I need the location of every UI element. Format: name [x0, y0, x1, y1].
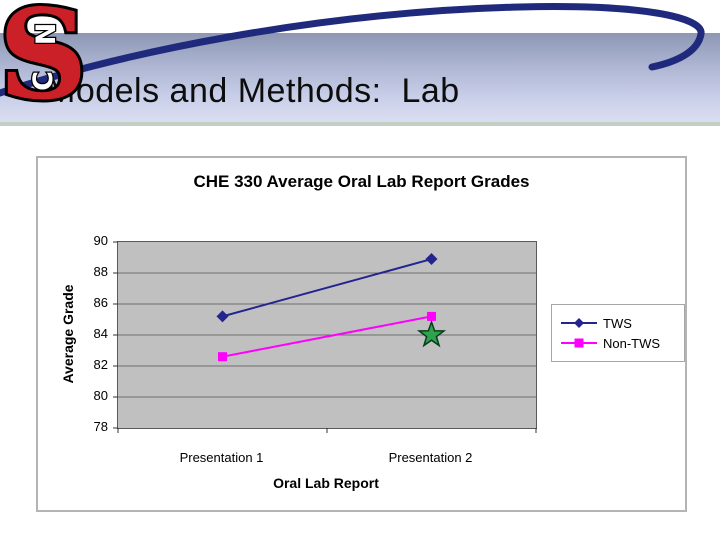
series-line-non-tws — [222, 315, 432, 358]
legend-marker-square — [561, 338, 597, 348]
chart-title: CHE 330 Average Oral Lab Report Grades — [193, 172, 530, 191]
legend-label: Non-TWS — [603, 335, 661, 351]
y-tick-label: 86 — [93, 295, 108, 310]
diamond-marker — [425, 253, 438, 266]
legend-entry-tws: TWS — [561, 316, 684, 331]
star-annotation — [416, 319, 447, 348]
diamond-marker — [216, 310, 229, 323]
plot-area — [113, 241, 537, 433]
chart-legend: TWS Non-TWS — [551, 304, 685, 362]
square-marker — [427, 311, 436, 321]
y-tick-label: 80 — [93, 388, 108, 403]
y-tick-label: 82 — [93, 357, 108, 372]
nc-state-logo: S N C — [1, 1, 85, 111]
legend-entry-non-tws: Non-TWS — [561, 336, 684, 351]
y-tick-label: 78 — [93, 419, 108, 434]
plot-svg — [113, 241, 537, 433]
y-tick-label: 90 — [93, 233, 108, 248]
chart-panel: CHE 330 Average Oral Lab Report Grades A… — [36, 156, 687, 512]
legend-label: TWS — [603, 315, 632, 331]
y-tick-label: 88 — [93, 264, 108, 279]
y-tick-label: 84 — [93, 326, 108, 341]
x-category-label: Presentation 1 — [179, 450, 264, 465]
legend-marker-diamond — [561, 318, 597, 328]
x-axis-title: Oral Lab Report — [273, 475, 379, 491]
series-line-tws — [222, 258, 432, 318]
square-marker — [218, 352, 227, 362]
x-category-label: Presentation 2 — [388, 450, 473, 465]
logo-letter-c: C — [28, 71, 59, 91]
logo-letter-s: S — [1, 1, 85, 111]
logo-letter-n: N — [31, 23, 62, 46]
slide-title: Models and Methods: Lab — [47, 72, 460, 110]
